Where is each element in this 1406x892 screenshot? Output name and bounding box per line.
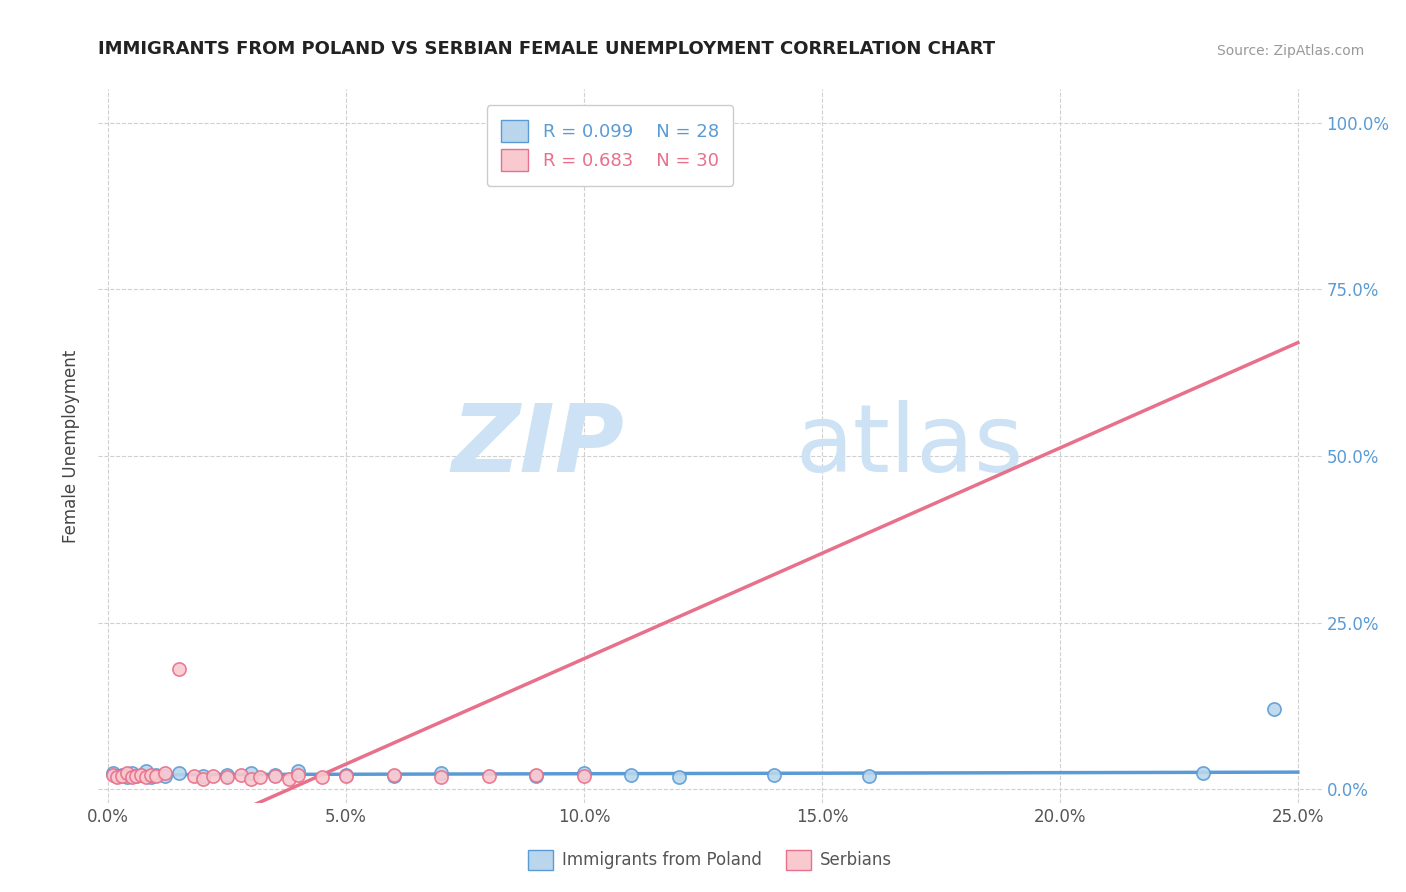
Point	[153, 769, 176, 783]
Point	[620, 768, 643, 782]
Point	[191, 769, 214, 783]
Point	[311, 771, 333, 785]
Point	[572, 765, 595, 780]
Point	[335, 769, 357, 783]
Point	[145, 769, 167, 783]
Point	[382, 768, 405, 782]
Point	[1263, 702, 1285, 716]
Legend: Immigrants from Poland, Serbians: Immigrants from Poland, Serbians	[522, 843, 898, 877]
Point	[125, 769, 148, 783]
Point	[239, 765, 262, 780]
Point	[524, 768, 547, 782]
Point	[382, 769, 405, 783]
Point	[183, 769, 205, 783]
Point	[249, 771, 271, 785]
Point	[107, 769, 129, 783]
Point	[263, 769, 285, 783]
Point	[153, 765, 176, 780]
Point	[139, 771, 162, 785]
Point	[111, 769, 134, 783]
Point	[215, 771, 238, 785]
Point	[145, 768, 167, 782]
Point	[524, 769, 547, 783]
Point	[201, 769, 224, 783]
Point	[572, 769, 595, 783]
Point	[858, 769, 880, 783]
Point	[129, 768, 152, 782]
Point	[239, 772, 262, 787]
Point	[430, 771, 453, 785]
Point	[135, 764, 157, 778]
Text: IMMIGRANTS FROM POLAND VS SERBIAN FEMALE UNEMPLOYMENT CORRELATION CHART: IMMIGRANTS FROM POLAND VS SERBIAN FEMALE…	[98, 40, 995, 58]
Point	[191, 772, 214, 787]
Point	[287, 768, 309, 782]
Point	[335, 768, 357, 782]
Point	[763, 768, 786, 782]
Point	[115, 765, 138, 780]
Point	[231, 768, 253, 782]
Point	[215, 768, 238, 782]
Point	[101, 768, 124, 782]
Point	[129, 768, 152, 782]
Point	[111, 768, 134, 782]
Point	[101, 765, 124, 780]
Point	[125, 769, 148, 783]
Point	[668, 115, 690, 129]
Point	[169, 662, 191, 676]
Point	[107, 771, 129, 785]
Text: Source: ZipAtlas.com: Source: ZipAtlas.com	[1216, 44, 1364, 58]
Point	[287, 764, 309, 778]
Point	[430, 765, 453, 780]
Point	[115, 771, 138, 785]
Point	[1191, 765, 1213, 780]
Point	[277, 772, 299, 787]
Point	[169, 765, 191, 780]
Text: atlas: atlas	[796, 400, 1024, 492]
Text: ZIP: ZIP	[451, 400, 624, 492]
Point	[135, 771, 157, 785]
Point	[121, 771, 143, 785]
Point	[668, 771, 690, 785]
Point	[263, 768, 285, 782]
Point	[121, 765, 143, 780]
Point	[478, 769, 501, 783]
Y-axis label: Female Unemployment: Female Unemployment	[62, 350, 80, 542]
Point	[139, 768, 162, 782]
